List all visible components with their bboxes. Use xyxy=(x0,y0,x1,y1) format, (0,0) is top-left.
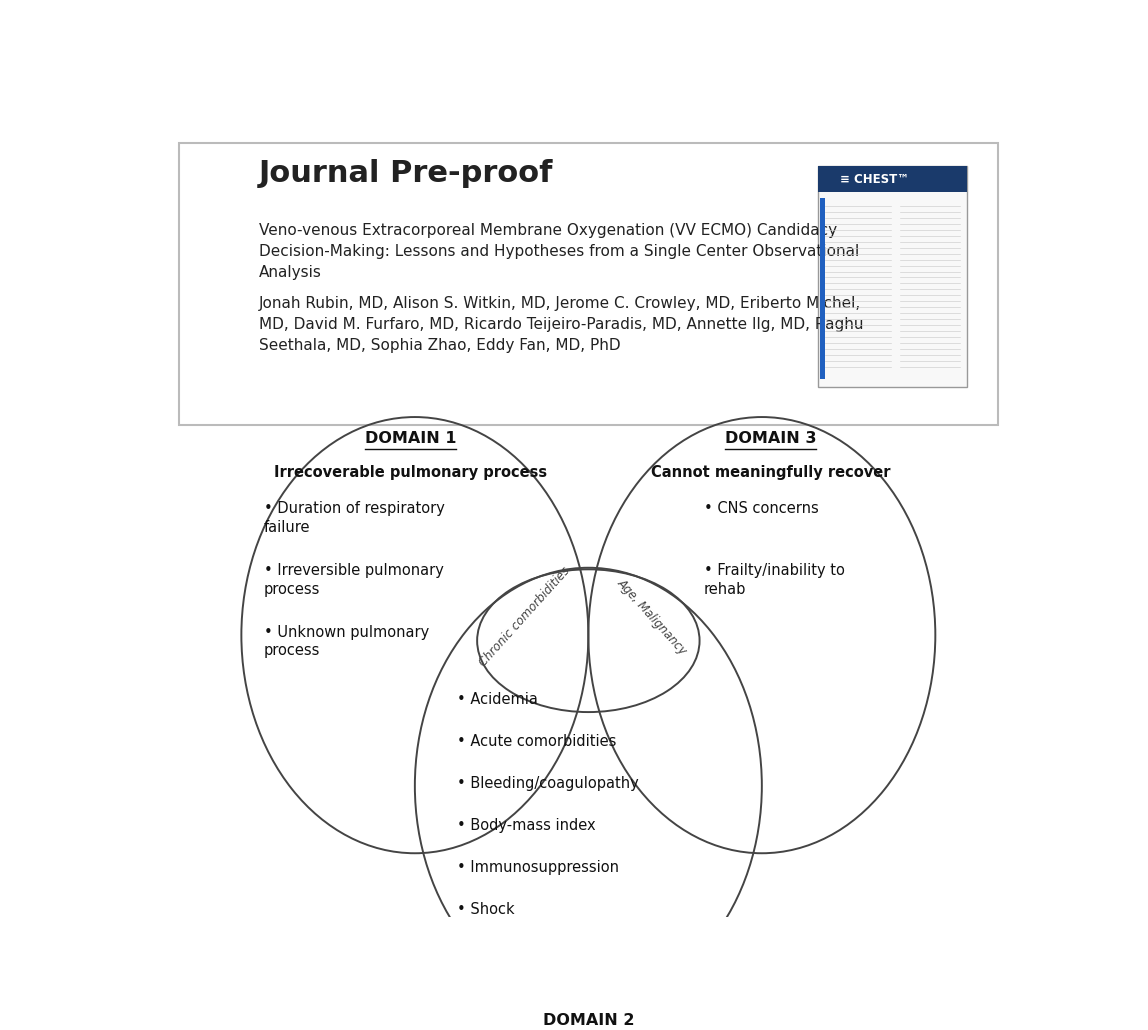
FancyBboxPatch shape xyxy=(179,143,998,425)
Text: Chronic comorbidities: Chronic comorbidities xyxy=(476,564,573,670)
Text: • Bleeding/coagulopathy: • Bleeding/coagulopathy xyxy=(457,777,638,791)
Text: Cannot meaningfully recover: Cannot meaningfully recover xyxy=(651,465,891,480)
Text: • Unknown pulmonary
process: • Unknown pulmonary process xyxy=(264,625,429,658)
Text: • CNS concerns: • CNS concerns xyxy=(704,502,819,516)
FancyBboxPatch shape xyxy=(817,167,968,387)
Text: DOMAIN 1: DOMAIN 1 xyxy=(365,432,456,446)
Text: DOMAIN 3: DOMAIN 3 xyxy=(726,432,816,446)
Text: Jonah Rubin, MD, Alison S. Witkin, MD, Jerome C. Crowley, MD, Eriberto Michel,
M: Jonah Rubin, MD, Alison S. Witkin, MD, J… xyxy=(259,297,863,353)
Text: • Irreversible pulmonary
process: • Irreversible pulmonary process xyxy=(264,563,443,596)
Text: • Duration of respiratory
failure: • Duration of respiratory failure xyxy=(264,502,444,535)
FancyBboxPatch shape xyxy=(820,198,825,379)
Text: • Acute comorbidities: • Acute comorbidities xyxy=(457,734,616,749)
Text: Age, Malignancy: Age, Malignancy xyxy=(615,577,690,657)
Text: Veno-venous Extracorporeal Membrane Oxygenation (VV ECMO) Candidacy
Decision-Mak: Veno-venous Extracorporeal Membrane Oxyg… xyxy=(259,222,860,280)
Text: DOMAIN 2: DOMAIN 2 xyxy=(543,1014,634,1029)
Text: Irrecoverable pulmonary process: Irrecoverable pulmonary process xyxy=(274,465,546,480)
FancyBboxPatch shape xyxy=(817,167,968,192)
Text: ≡ CHEST™: ≡ CHEST™ xyxy=(840,173,909,185)
Text: • Body-mass index: • Body-mass index xyxy=(457,819,596,833)
Text: • Frailty/inability to
rehab: • Frailty/inability to rehab xyxy=(704,563,845,596)
Text: • Immunosuppression: • Immunosuppression xyxy=(457,860,619,876)
Text: • Shock: • Shock xyxy=(457,902,514,918)
Text: Journal Pre-proof: Journal Pre-proof xyxy=(259,160,553,188)
Text: • Acidemia: • Acidemia xyxy=(457,692,537,708)
